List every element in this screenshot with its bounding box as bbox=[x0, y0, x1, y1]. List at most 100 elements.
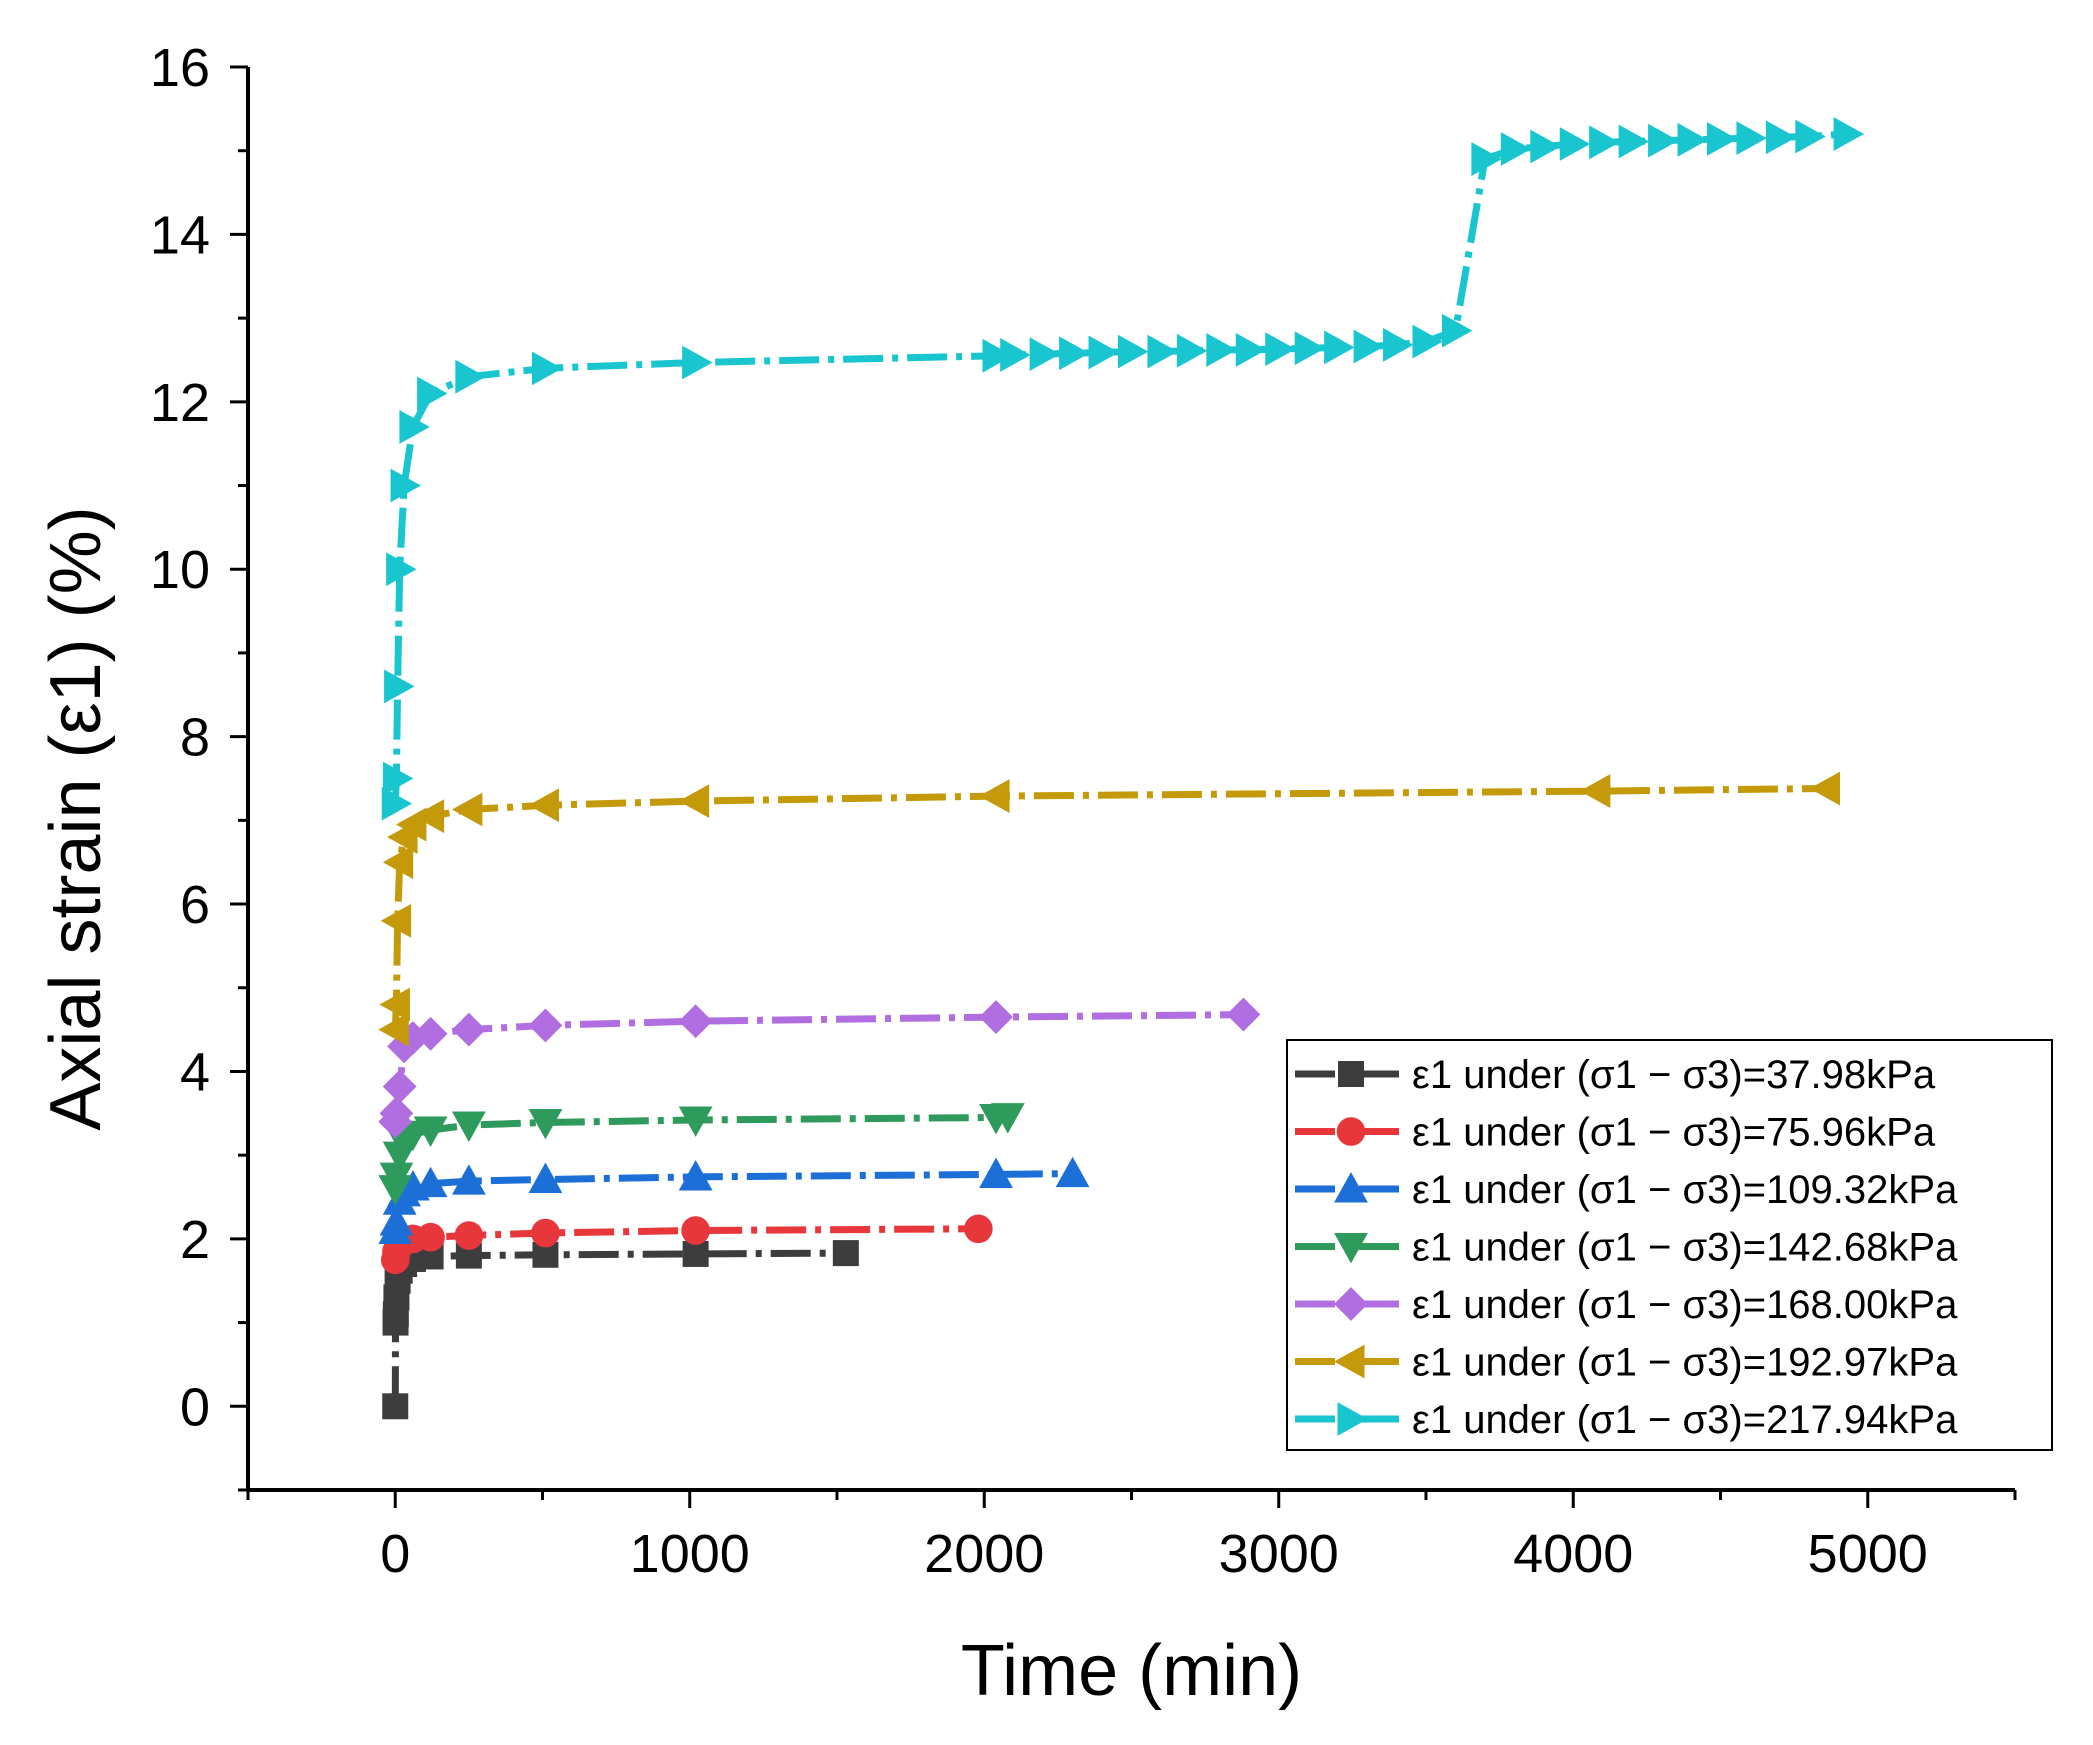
series-1-line bbox=[391, 1249, 846, 1407]
series-6-point bbox=[413, 799, 445, 834]
series-6-point bbox=[451, 792, 483, 827]
series-7-point bbox=[1353, 329, 1384, 364]
x-tick-label: 3000 bbox=[1219, 1524, 1339, 1584]
series-7-point bbox=[1147, 334, 1178, 369]
series-7-point bbox=[1206, 333, 1237, 367]
legend-label: ε1 under (σ1 − σ3)=217.94kPa bbox=[1412, 1398, 1958, 1442]
series-7-point bbox=[1294, 331, 1326, 366]
legend-item: ε1 under (σ1 − σ3)=75.96kPa bbox=[1295, 1111, 1936, 1155]
series-7-point bbox=[1000, 338, 1031, 372]
series-7-point bbox=[455, 359, 486, 394]
series-2 bbox=[380, 1214, 993, 1275]
y-tick-label: 0 bbox=[180, 1377, 210, 1437]
series-6-point bbox=[379, 987, 410, 1022]
series-7-point bbox=[1706, 122, 1738, 156]
plot-area bbox=[378, 117, 1865, 1420]
legend-label: ε1 under (σ1 − σ3)=168.00kPa bbox=[1412, 1283, 1958, 1327]
legend-label: ε1 under (σ1 − σ3)=37.98kPa bbox=[1412, 1053, 1936, 1097]
series-7-point bbox=[1833, 117, 1865, 151]
series-1-point bbox=[382, 1393, 409, 1420]
series-7-point bbox=[382, 761, 414, 796]
series-7-point bbox=[417, 376, 448, 411]
series-7-point bbox=[1795, 119, 1826, 154]
series-5 bbox=[378, 997, 1261, 1139]
series-7-point bbox=[1618, 124, 1650, 159]
series-3-point bbox=[379, 1205, 414, 1236]
series-6-point bbox=[380, 903, 412, 938]
x-tick-label: 4000 bbox=[1513, 1524, 1633, 1584]
series-7-point bbox=[384, 669, 415, 704]
legend-box bbox=[1286, 1039, 2053, 1451]
y-axis-title: Axial strain (ε1) (%) bbox=[36, 506, 116, 1130]
y-tick-label: 6 bbox=[180, 875, 210, 935]
y-tick-label: 4 bbox=[180, 1042, 210, 1102]
series-2-point bbox=[531, 1218, 560, 1248]
legend-item: ε1 under (σ1 − σ3)=217.94kPa bbox=[1295, 1398, 1958, 1442]
series-7-point bbox=[1383, 328, 1414, 362]
series-7-point bbox=[1471, 142, 1502, 176]
series-7-point bbox=[1412, 324, 1443, 359]
legend-item: ε1 under (σ1 − σ3)=192.97kPa bbox=[1295, 1341, 1958, 1385]
series-5-point bbox=[451, 1012, 486, 1047]
series-7-point bbox=[1324, 330, 1355, 365]
x-tick-label: 0 bbox=[380, 1524, 410, 1584]
series-2-point bbox=[416, 1222, 445, 1252]
legend-item: ε1 under (σ1 − σ3)=142.68kPa bbox=[1295, 1226, 1958, 1270]
series-7-point bbox=[1088, 335, 1119, 370]
series-2-point bbox=[454, 1221, 484, 1250]
series-6-point bbox=[1809, 771, 1841, 806]
series-7-point bbox=[1029, 337, 1061, 372]
series-7-point bbox=[1265, 332, 1296, 366]
series-7 bbox=[381, 117, 1865, 821]
y-tick-label: 8 bbox=[180, 708, 210, 768]
series-6-point bbox=[979, 779, 1010, 813]
y-tick-label: 10 bbox=[150, 540, 210, 600]
series-3-point bbox=[413, 1166, 448, 1198]
legend-swatch-marker bbox=[1338, 1061, 1364, 1087]
series-5-point bbox=[979, 1000, 1013, 1034]
series-7-point bbox=[1589, 125, 1620, 160]
series-7-point bbox=[1500, 132, 1532, 166]
legend-label: ε1 under (σ1 − σ3)=142.68kPa bbox=[1412, 1226, 1958, 1270]
series-1 bbox=[382, 1240, 859, 1420]
legend-swatch-marker bbox=[1334, 1287, 1368, 1321]
series-6 bbox=[378, 771, 1841, 1047]
series-7-point bbox=[1530, 129, 1561, 164]
legend-label: ε1 under (σ1 − σ3)=109.32kPa bbox=[1412, 1168, 1958, 1212]
series-7-point bbox=[1559, 127, 1591, 161]
series-1-point bbox=[832, 1240, 859, 1267]
series-2-point bbox=[681, 1216, 710, 1245]
series-5-point bbox=[528, 1008, 563, 1043]
series-5-point bbox=[1226, 997, 1261, 1032]
series-7-point bbox=[1677, 122, 1708, 157]
series-5-point bbox=[382, 1069, 417, 1104]
series-1-point bbox=[682, 1240, 709, 1267]
series-7-line bbox=[391, 130, 1848, 804]
series-3 bbox=[378, 1156, 1090, 1245]
series-6-point bbox=[382, 845, 414, 880]
x-tick-label: 1000 bbox=[630, 1524, 750, 1584]
series-7-point bbox=[982, 338, 1013, 373]
series-4-point bbox=[451, 1111, 486, 1142]
series-3-point bbox=[678, 1160, 713, 1191]
series-6-point bbox=[678, 784, 710, 819]
legend-swatch-marker bbox=[1334, 1344, 1365, 1379]
series-7-point bbox=[1765, 120, 1797, 155]
series-7-point bbox=[1117, 334, 1149, 369]
series-6-point bbox=[378, 1012, 409, 1047]
series-3-point bbox=[979, 1157, 1013, 1188]
series-7-point bbox=[1176, 333, 1208, 368]
series-7-point bbox=[1235, 333, 1267, 367]
series-4-point bbox=[379, 1162, 414, 1194]
series-7-point bbox=[1441, 313, 1473, 348]
series-3-point bbox=[451, 1164, 486, 1195]
series-7-point bbox=[390, 468, 421, 503]
legend-item: ε1 under (σ1 − σ3)=37.98kPa bbox=[1295, 1053, 1936, 1097]
legend-swatch-marker bbox=[1336, 1117, 1366, 1146]
legend-item: ε1 under (σ1 − σ3)=168.00kPa bbox=[1295, 1283, 1958, 1327]
series-4-point bbox=[413, 1116, 448, 1147]
series-4-point bbox=[528, 1109, 563, 1140]
y-tick-label: 14 bbox=[150, 205, 210, 265]
series-7-point bbox=[531, 351, 563, 386]
